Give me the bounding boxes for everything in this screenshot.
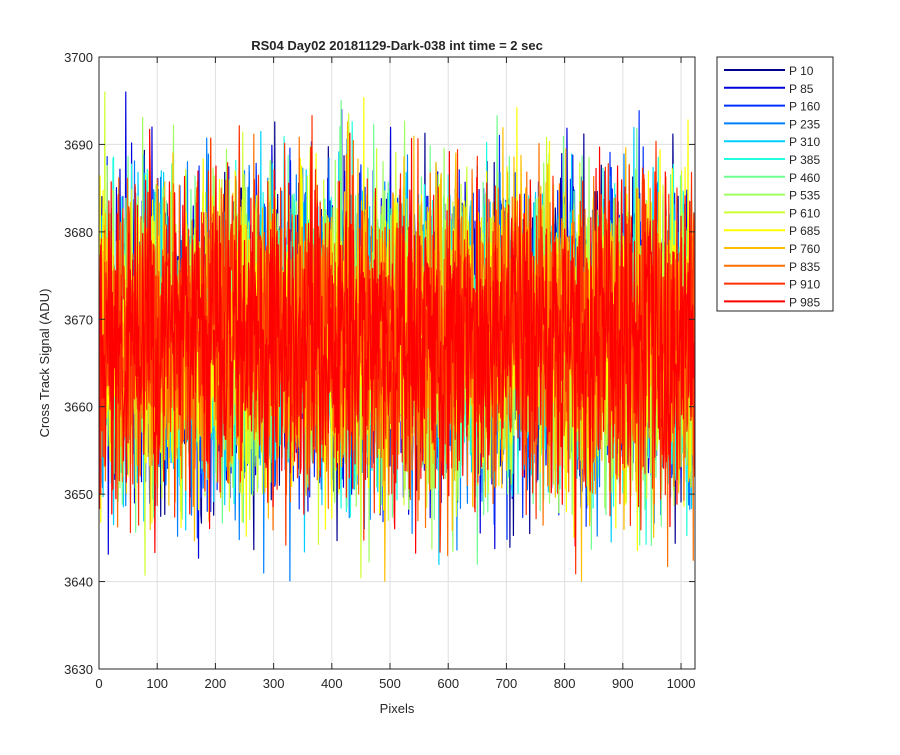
legend-label: P 160: [789, 100, 820, 114]
legend: P 10 P 85 P 160 P 235 P 310 P 385 P 460 P 535 P …: [716, 56, 834, 312]
legend-label: P 535: [789, 189, 820, 203]
x-tick-label: 1000: [667, 676, 696, 691]
x-tick-label: 100: [146, 676, 168, 691]
x-tick-label: 400: [321, 676, 343, 691]
series-group: [99, 91, 695, 582]
x-tick-label: 700: [496, 676, 518, 691]
y-tick-label: 3690: [64, 137, 93, 152]
legend-label: P 310: [789, 135, 820, 149]
legend-label: P 10: [789, 64, 814, 78]
y-tick-label: 3670: [64, 312, 93, 327]
x-tick-label: 900: [612, 676, 634, 691]
legend-label: P 385: [789, 153, 820, 167]
y-tick-label: 3650: [64, 487, 93, 502]
legend-label: P 460: [789, 171, 820, 185]
y-tick-label: 3660: [64, 400, 93, 415]
chart-title: RS04 Day02 20181129-Dark-038 int time = …: [251, 38, 543, 53]
y-tick-label: 3680: [64, 225, 93, 240]
y-tick-label: 3640: [64, 575, 93, 590]
legend-box: [716, 56, 834, 312]
y-tick-label: 3700: [64, 50, 93, 65]
legend-label: P 910: [789, 278, 820, 292]
y-tick-label: 3630: [64, 662, 93, 677]
y-axis-label: Cross Track Signal (ADU): [37, 289, 52, 438]
legend-label: P 685: [789, 224, 820, 238]
x-tick-label: 0: [95, 676, 102, 691]
legend-label: P 835: [789, 260, 820, 274]
x-tick-label: 600: [437, 676, 459, 691]
legend-label: P 985: [789, 295, 820, 309]
legend-label: P 760: [789, 242, 820, 256]
x-tick-label: 500: [379, 676, 401, 691]
series-line: [99, 128, 695, 554]
x-tick-label: 800: [554, 676, 576, 691]
legend-label: P 85: [789, 82, 814, 96]
x-tick-label: 200: [205, 676, 227, 691]
x-tick-label: 300: [263, 676, 285, 691]
x-axis-label: Pixels: [380, 701, 415, 716]
legend-label: P 235: [789, 117, 820, 131]
legend-label: P 610: [789, 206, 820, 220]
axis-ticks: 0 100 200 300 400 500 600 700 800 900 1000 3630 3640…: [64, 50, 695, 691]
plot-frame: [98, 56, 696, 670]
